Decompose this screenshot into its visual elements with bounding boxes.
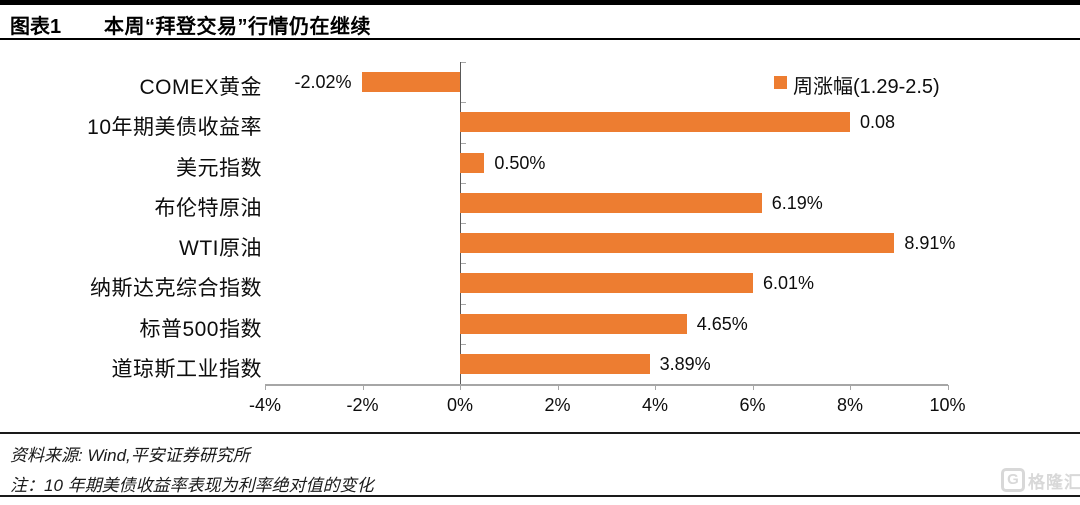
x-axis-tick [460,385,461,390]
title-divider [0,38,1080,40]
bar [460,152,485,173]
gelonghui-watermark-text: 格隆汇 [1028,472,1080,492]
category-axis-tick [461,343,466,345]
value-label: 0.50% [494,152,546,173]
top-divider [0,0,1080,5]
x-axis-tick [947,385,949,390]
value-label: 6.01% [762,273,815,294]
bar [460,192,762,213]
x-axis-tick [655,385,656,390]
data-source-text: 资料来源: Wind,平安证券研究所 [10,446,250,465]
legend-swatch-icon [774,76,787,89]
value-label: 4.65% [696,313,748,334]
x-tick-label: 8% [836,395,863,415]
x-axis-line [265,384,948,386]
figure-label: 图表1 [10,16,62,38]
x-axis-tick [850,385,851,390]
category-label: WTI原油 [179,237,262,261]
bar [460,233,895,254]
value-label: 3.89% [659,353,711,374]
category-label: COMEX黄金 [139,76,262,100]
value-label: -2.02% [294,72,352,93]
category-label: 10年期美债收益率 [87,116,262,140]
bar [460,313,687,334]
category-label: 布伦特原油 [154,196,262,220]
category-axis-tick [461,102,466,104]
category-axis-tick [461,182,466,184]
bar [460,353,650,374]
category-label: 纳斯达克综合指数 [90,277,262,301]
category-label: 道琼斯工业指数 [111,357,262,381]
footer-divider-top [0,432,1080,434]
x-tick-label: 4% [641,395,668,415]
x-tick-label: 2% [544,395,571,415]
category-axis-tick [461,263,466,265]
x-axis-tick [265,385,266,390]
category-axis-tick [461,142,466,144]
bar [460,273,753,294]
x-tick-label: -2% [346,395,379,415]
gelonghui-logo-icon: G [1001,468,1025,492]
x-tick-label: 0% [446,395,473,415]
bar [460,112,850,133]
x-tick-label: -4% [248,395,281,415]
category-axis-tick [461,303,466,305]
bar [361,72,460,93]
value-label: 6.19% [771,192,823,213]
x-tick-label: 6% [739,395,766,415]
figure-title: 本周“拜登交易”行情仍在继续 [104,16,371,38]
x-tick-label: 10% [929,395,966,415]
x-axis-tick [362,385,364,390]
legend-label: 周涨幅(1.29-2.5) [793,76,940,98]
value-label: 8.91% [904,233,956,254]
footer-divider-bottom [0,495,1080,497]
category-label: 标普500指数 [139,317,262,341]
value-label: 0.08 [860,112,896,133]
gelonghui-watermark: G 格隆汇 [1001,466,1080,494]
category-axis-tick [461,62,466,63]
zero-axis-line [459,62,461,384]
category-label: 美元指数 [176,156,262,180]
x-axis-tick [752,385,754,390]
x-axis-tick [557,385,559,390]
category-axis-tick [461,223,466,224]
footnote-text: 注：10 年期美债收益率表现为利率绝对值的变化 [10,476,374,495]
